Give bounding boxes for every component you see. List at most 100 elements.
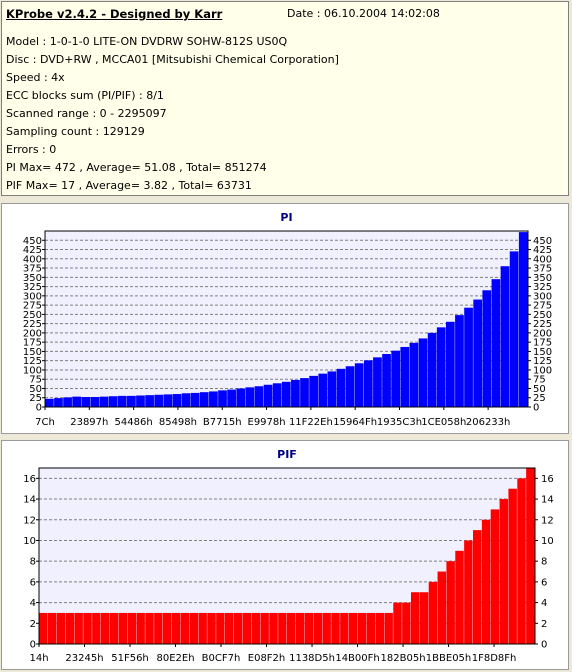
data-bar [65, 612, 75, 644]
data-bar [272, 383, 282, 407]
y-tick-label-left: 16 [23, 474, 36, 485]
y-tick-label-left: 50 [29, 384, 42, 395]
data-bar [72, 396, 82, 407]
y-tick-label-left: 175 [23, 338, 42, 349]
y-tick-label-left: 325 [23, 282, 42, 293]
y-tick-label-right: 225 [533, 319, 552, 330]
x-tick-label: 1CE058h [421, 417, 466, 428]
data-bar [446, 561, 455, 644]
data-bar [304, 612, 314, 644]
y-tick-label-right: 450 [533, 236, 552, 247]
info-line-disc: Disc : DVD+RW , MCCA01 [Mitsubishi Chemi… [6, 53, 339, 66]
info-line-ecc: ECC blocks sum (PI/PIF) : 8/1 [6, 89, 164, 102]
info-line-errors: Errors : 0 [6, 143, 57, 156]
data-bar [402, 602, 411, 644]
data-bar [491, 279, 501, 407]
data-bar [340, 612, 349, 644]
y-tick-label-left: 125 [23, 356, 42, 367]
data-bar [400, 346, 410, 407]
data-bar [233, 612, 243, 644]
y-tick-label-left: 25 [29, 393, 42, 404]
data-bar [227, 389, 236, 407]
data-bar [45, 398, 54, 407]
data-bar [245, 387, 255, 407]
y-tick-label-left: 12 [23, 515, 36, 526]
data-bar [254, 386, 264, 407]
data-bar [81, 397, 91, 407]
y-tick-label-left: 450 [23, 236, 42, 247]
data-bar [39, 612, 48, 644]
data-bar [336, 368, 346, 407]
x-tick-label: 11F22Eh [289, 417, 333, 428]
data-bar [428, 581, 438, 644]
x-tick-label: 1138D5h [289, 653, 335, 664]
data-bar [127, 612, 137, 644]
data-bar [419, 592, 429, 644]
y-tick-label-left: 275 [23, 301, 42, 312]
y-tick-label-left: 10 [23, 536, 36, 547]
y-tick-label-right: 250 [533, 310, 552, 321]
x-tick-label: 1F8D8Fh [472, 653, 517, 664]
x-tick-label: 182B05h [381, 653, 426, 664]
data-bar [409, 342, 419, 407]
data-bar [281, 381, 291, 407]
data-bar [180, 612, 190, 644]
chart-title: PI [280, 211, 292, 224]
data-bar [216, 612, 225, 644]
data-bar [295, 612, 305, 644]
data-bar [411, 592, 420, 644]
y-tick-label-left: 350 [23, 273, 42, 284]
data-bar [464, 540, 473, 644]
data-bar [418, 338, 428, 407]
data-bar [354, 363, 364, 407]
data-bar [445, 321, 455, 407]
data-bar [56, 612, 66, 644]
data-bar [171, 612, 181, 644]
data-bar [189, 612, 199, 644]
data-bar [47, 612, 57, 644]
x-tick-label: B0CF7h [202, 653, 241, 664]
y-tick-label-right: 4 [541, 598, 547, 609]
y-tick-label-right: 10 [541, 536, 554, 547]
plot-frame [44, 230, 529, 408]
data-bar [363, 360, 373, 407]
data-bar [508, 488, 517, 644]
data-bar [455, 550, 464, 644]
x-tick-label: 51F56h [111, 653, 149, 664]
y-tick-label-right: 16 [541, 474, 554, 485]
data-bar [473, 299, 483, 407]
y-tick-label-right: 425 [533, 245, 552, 256]
y-tick-label-left: 400 [23, 254, 42, 265]
pif-chart-panel: PIF 0 0 2 2 4 4 6 6 8 8 10 10 12 12 14 14 16 16 14h 23245h 51… [1, 440, 569, 670]
data-bar [427, 332, 437, 407]
y-tick-label-right: 300 [533, 291, 552, 302]
data-bar [436, 327, 446, 407]
data-bar [393, 602, 402, 644]
data-bar [500, 266, 510, 407]
y-tick-label-left: 0 [36, 403, 42, 414]
data-bar [109, 612, 119, 644]
x-tick-label: E08F2h [248, 653, 286, 664]
info-line-model: Model : 1-0-1-0 LITE-ON DVDRW SOHW-812S … [6, 35, 288, 48]
y-tick-label-left: 4 [30, 598, 36, 609]
y-tick-label-left: 14 [23, 495, 36, 506]
y-tick-label-right: 150 [533, 347, 552, 358]
data-bar [108, 396, 118, 407]
pi-chart-panel: PI 0 0 25 25 50 50 75 75 100 100 125 125 150 150 175 175… [1, 203, 569, 434]
y-tick-label-right: 14 [541, 495, 554, 506]
data-bar [218, 390, 227, 407]
data-bar [207, 612, 216, 644]
data-bar [473, 530, 482, 644]
y-tick-label-left: 6 [30, 577, 36, 588]
data-bar [181, 393, 191, 407]
data-bar [509, 251, 519, 407]
data-bar [101, 612, 110, 644]
y-tick-label-right: 175 [533, 338, 552, 349]
data-bar [92, 612, 101, 644]
data-bar [490, 509, 500, 644]
info-line-range: Scanned range : 0 - 2295097 [6, 107, 167, 120]
data-bar [373, 357, 382, 407]
x-tick-label: 15964Fh [333, 417, 377, 428]
pif-chart: PIF 0 0 2 2 4 4 6 6 8 8 10 10 12 12 14 14 16 16 14h 23245h 51… [23, 448, 554, 664]
